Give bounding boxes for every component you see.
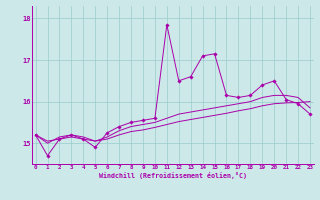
X-axis label: Windchill (Refroidissement éolien,°C): Windchill (Refroidissement éolien,°C) [99,172,247,179]
